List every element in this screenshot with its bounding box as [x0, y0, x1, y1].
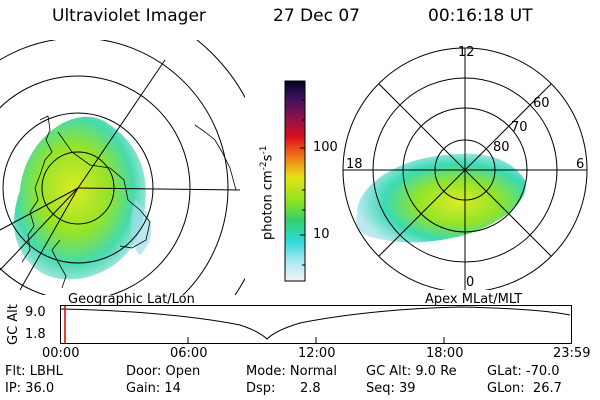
timeline-tick-0600: 06:00: [170, 346, 208, 361]
apex-panel-label: Apex MLat/MLT: [425, 292, 523, 307]
date-label: 27 Dec 07: [273, 6, 360, 26]
coastline: [51, 239, 67, 289]
seq-info: Seq: 39: [366, 381, 416, 396]
glon-info: GLon: 26.7: [487, 381, 562, 396]
aurora-oval-right: [356, 153, 526, 243]
latitude-circle: [2, 112, 154, 264]
door-info: Door: Open: [126, 364, 201, 379]
timeline-ymin-label: 1.8: [25, 327, 46, 342]
colorbar-tick-100: 100: [313, 140, 338, 155]
gain-info: Gain: 14: [126, 381, 181, 396]
time-label: 00:16:18 UT: [428, 6, 533, 26]
timeline-ymax-label: 9.0: [25, 305, 46, 320]
longitude-line: [19, 187, 79, 291]
timeline-tick-1200: 12:00: [298, 346, 336, 361]
polar-plot-panel: [342, 47, 588, 290]
colorbar-unit-label: photon cm-2s-1: [259, 145, 276, 240]
glat-info: GLat: -70.0: [487, 364, 560, 379]
geographic-map-panel: [0, 40, 245, 295]
timeline-tick-1800: 18:00: [426, 346, 464, 361]
mlt-12-label: 12: [458, 45, 475, 60]
aurora-oval-left: [14, 116, 146, 280]
geographic-panel-label: Geographic Lat/Lon: [68, 292, 195, 307]
coastline: [57, 131, 151, 249]
mlat-80-label: 80: [493, 140, 510, 155]
mode-info: Mode: Normal: [246, 364, 337, 379]
timeline-ylabel: GC Alt: [6, 304, 21, 345]
mlt-18-label: 18: [346, 157, 363, 172]
longitude-line: [0, 187, 79, 231]
mlat-60-label: 60: [533, 96, 550, 111]
longitude-line: [77, 59, 166, 189]
mlt-6-label: 6: [576, 157, 585, 172]
ip-info: IP: 36.0: [5, 381, 55, 396]
mlat-70-label: 70: [511, 120, 528, 135]
longitude-line: [0, 187, 79, 271]
longitude-line: [77, 187, 241, 191]
colorbar: [284, 80, 306, 282]
gc-alt-info: GC Alt: 9.0 Re: [366, 364, 457, 379]
timeline-tick-0000: 00:00: [42, 346, 80, 361]
latitude-circle: [0, 40, 229, 295]
instrument-title: Ultraviolet Imager: [52, 6, 206, 26]
dsp-value: 2.8: [300, 381, 321, 396]
altitude-curve: [60, 306, 571, 340]
timeline-tick-2359: 23:59: [553, 346, 591, 361]
mlt-line: [378, 83, 552, 257]
mlt-0-label: 0: [466, 275, 475, 290]
colorbar-tick-10: 10: [313, 227, 330, 242]
coastline: [21, 115, 53, 263]
altitude-timeline: [60, 305, 572, 344]
latitude-circle: [0, 75, 191, 295]
coastline: [194, 124, 237, 191]
dsp-label: Dsp:: [246, 381, 276, 396]
filter-info: Flt: LBHL: [5, 364, 63, 379]
